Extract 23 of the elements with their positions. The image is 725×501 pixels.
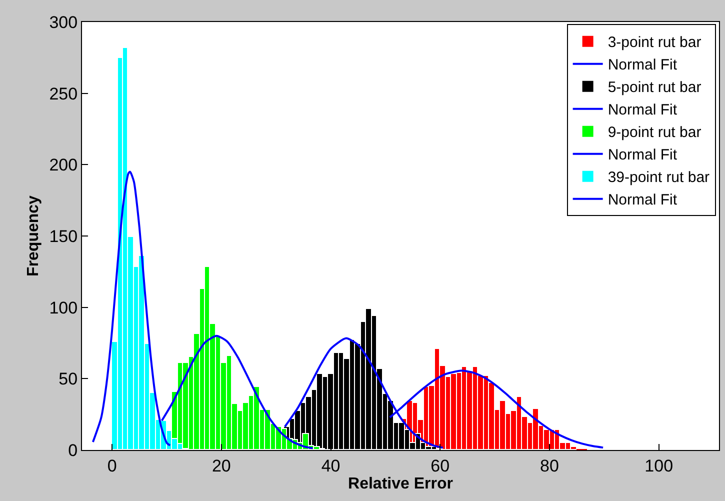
y-tick-label: 250 xyxy=(49,84,78,104)
x-tick-label: 100 xyxy=(644,456,674,476)
legend-label: 9-point rut bar xyxy=(608,124,702,142)
y-axis-title: Frequency xyxy=(25,195,42,276)
y-tick-label: 200 xyxy=(49,156,78,175)
y-tick-label: 0 xyxy=(68,440,78,460)
x-tick-label: 0 xyxy=(107,456,117,476)
y-tick-label: 150 xyxy=(49,226,78,246)
legend-label: Normal Fit xyxy=(608,146,678,164)
x-tick-label: 60 xyxy=(430,456,450,476)
legend-label: 5-point rut bar xyxy=(608,79,702,96)
y-tick-label: 50 xyxy=(58,370,78,389)
x-tick-label: 20 xyxy=(212,456,231,476)
x-axis-title: Relative Error xyxy=(348,475,453,492)
legend-label: Normal Fit xyxy=(608,102,678,119)
y-tick-label: 100 xyxy=(49,298,78,318)
x-tick-label: 40 xyxy=(321,456,340,476)
x-tick-label: 80 xyxy=(540,456,559,476)
legend-label: 3-point rut bar xyxy=(608,34,702,52)
legend-label: Normal Fit xyxy=(608,192,678,209)
y-tick-label: 300 xyxy=(49,12,78,32)
legend-label: 39-point rut bar xyxy=(608,169,710,186)
legend-label: Normal Fit xyxy=(608,56,678,74)
